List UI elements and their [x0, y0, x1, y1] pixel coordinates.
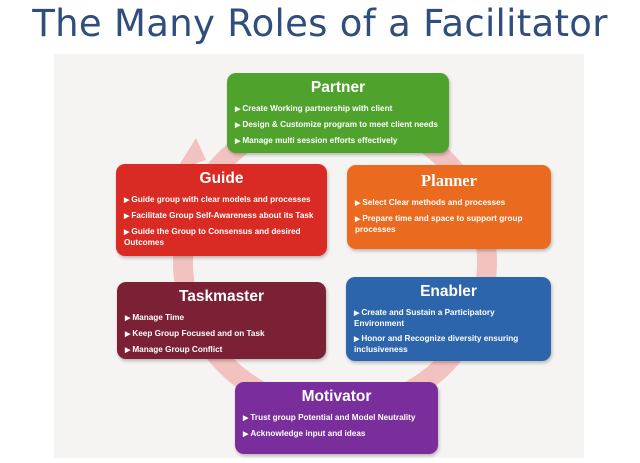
- role-box-guide: Guide Guide group with clear models and …: [116, 164, 327, 256]
- role-list-partner: Create Working partnership with client D…: [235, 104, 441, 147]
- role-list-taskmaster: Manage Time Keep Group Focused and on Ta…: [125, 313, 318, 356]
- role-point: Manage Group Conflict: [125, 345, 318, 356]
- role-box-planner: Planner Select Clear methods and process…: [347, 165, 551, 249]
- role-box-motivator: Motivator Trust group Potential and Mode…: [235, 382, 438, 454]
- role-list-motivator: Trust group Potential and Model Neutrali…: [243, 413, 430, 440]
- role-point: Create Working partnership with client: [235, 104, 441, 115]
- role-list-planner: Select Clear methods and processes Prepa…: [355, 198, 543, 235]
- role-point: Honor and Recognize diversity ensuring i…: [354, 334, 543, 355]
- role-point: Acknowledge input and ideas: [243, 429, 430, 440]
- role-point: Manage Time: [125, 313, 318, 324]
- role-title-taskmaster: Taskmaster: [178, 288, 264, 305]
- role-point: Guide group with clear models and proces…: [124, 195, 319, 206]
- role-point: Design & Customize program to meet clien…: [235, 120, 441, 131]
- role-title-planner: Planner: [421, 171, 477, 190]
- role-point: Guide the Group to Consensus and desired…: [124, 227, 319, 248]
- slide-title: The Many Roles of a Facilitator: [32, 2, 608, 45]
- role-point: Prepare time and space to support group …: [355, 214, 543, 235]
- role-box-taskmaster: Taskmaster Manage Time Keep Group Focuse…: [117, 282, 326, 359]
- cycle-arrow-head: [176, 138, 206, 170]
- role-title-motivator: Motivator: [301, 388, 372, 405]
- role-list-enabler: Create and Sustain a Participatory Envir…: [354, 308, 543, 355]
- role-point: Select Clear methods and processes: [355, 198, 543, 209]
- role-point: Trust group Potential and Model Neutrali…: [243, 413, 430, 424]
- role-point: Create and Sustain a Participatory Envir…: [354, 308, 543, 329]
- role-title-enabler: Enabler: [420, 283, 477, 300]
- role-title-partner: Partner: [310, 79, 366, 96]
- role-list-guide: Guide group with clear models and proces…: [124, 195, 319, 248]
- role-box-partner: Partner Create Working partnership with …: [227, 73, 449, 153]
- role-point: Facilitate Group Self-Awareness about it…: [124, 211, 319, 222]
- role-point: Manage multi session efforts effectively: [235, 136, 441, 147]
- cycle-circle: [173, 104, 497, 420]
- role-title-guide: Guide: [199, 170, 244, 187]
- role-box-enabler: Enabler Create and Sustain a Participato…: [346, 277, 551, 361]
- role-point: Keep Group Focused and on Task: [125, 329, 318, 340]
